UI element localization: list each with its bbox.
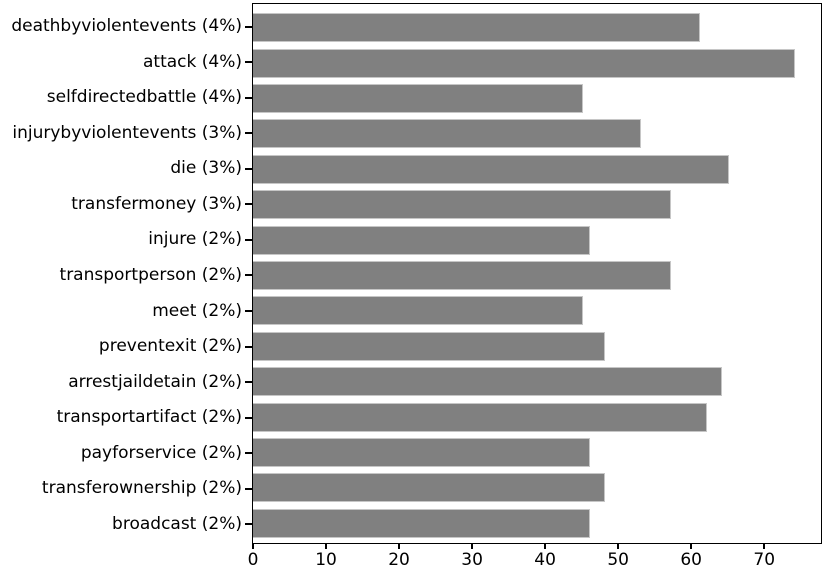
x-tick-label: 10 — [315, 550, 337, 570]
bar-row — [253, 258, 821, 293]
x-tick-label: 70 — [753, 550, 776, 570]
y-tick-mark — [245, 61, 252, 64]
bar — [253, 438, 591, 468]
bar-row — [253, 187, 821, 222]
y-tick-row — [245, 293, 252, 329]
y-tick-mark — [245, 487, 252, 490]
bar-row — [253, 435, 821, 470]
bar — [253, 190, 671, 220]
bars — [253, 4, 821, 543]
y-tick-row — [245, 258, 252, 294]
x-tick-label: 20 — [388, 550, 410, 570]
category-label: transfermoney (3%) — [71, 193, 242, 214]
bar-row — [253, 152, 821, 187]
x-tick-mark — [252, 544, 254, 549]
y-tick-row — [245, 9, 252, 45]
bar — [253, 13, 701, 43]
y-tick-mark — [245, 416, 252, 419]
bar-row — [253, 506, 821, 541]
y-tick-mark — [245, 132, 252, 135]
category-label: arrestjaildetain (2%) — [68, 371, 242, 392]
y-tick-row — [245, 471, 252, 507]
y-tick-row — [245, 364, 252, 400]
bar-row — [253, 45, 821, 80]
category-label: selfdirectedbattle (4%) — [46, 87, 242, 108]
y-tick-mark — [245, 167, 252, 170]
y-tick-row — [245, 506, 252, 542]
category-label: injurybyviolentevents (3%) — [12, 122, 242, 143]
bar-row — [253, 81, 821, 116]
x-tick-label: 30 — [461, 550, 483, 570]
x-tick-mark — [690, 544, 693, 549]
y-tick-mark — [245, 203, 252, 206]
y-tick-row — [245, 116, 252, 152]
x-tick-mark — [544, 544, 547, 549]
bar — [253, 296, 583, 326]
plot-area — [252, 3, 822, 544]
category-label: preventexit (2%) — [98, 336, 242, 357]
x-tick-label: 0 — [247, 550, 259, 570]
x-tick-label: 50 — [607, 550, 629, 570]
x-tick-label: 40 — [534, 550, 556, 570]
category-label: payforservice (2%) — [80, 442, 242, 463]
y-tick-row — [245, 329, 252, 365]
bar — [253, 261, 671, 291]
y-tick-row — [245, 435, 252, 471]
bar — [253, 119, 642, 149]
y-tick-mark — [245, 238, 252, 241]
x-tick-mark — [763, 544, 766, 549]
bar — [253, 84, 583, 114]
category-label: meet (2%) — [152, 300, 242, 321]
bar — [253, 473, 605, 503]
bar — [253, 367, 723, 397]
bar — [253, 402, 708, 432]
y-tick-row — [245, 45, 252, 81]
bar-row — [253, 399, 821, 434]
y-tick-mark — [245, 25, 252, 28]
bar — [253, 508, 591, 538]
x-axis: 0 10 20 30 40 50 60 70 — [248, 544, 819, 578]
y-tick-row — [245, 80, 252, 116]
bar-row — [253, 10, 821, 45]
category-label: deathbyviolentevents (4%) — [11, 16, 242, 37]
bar — [253, 225, 591, 255]
bar-row — [253, 293, 821, 328]
bar — [253, 154, 730, 184]
x-tick-mark — [471, 544, 474, 549]
category-label: transferownership (2%) — [41, 478, 242, 499]
x-tick-label: 60 — [680, 550, 703, 570]
y-tick-row — [245, 187, 252, 223]
y-tick-row — [245, 222, 252, 258]
y-axis-labels: deathbyviolentevents (4%) attack (4%) self… — [0, 3, 242, 544]
category-label: attack (4%) — [143, 51, 242, 72]
bar-row — [253, 116, 821, 151]
bar-row — [253, 222, 821, 257]
bar-row — [253, 329, 821, 364]
bar-row — [253, 364, 821, 399]
x-tick-mark — [617, 544, 620, 549]
category-label: die (3%) — [170, 158, 242, 179]
x-tick-mark — [398, 544, 401, 549]
y-tick-mark — [245, 381, 252, 384]
y-tick-row — [245, 151, 252, 187]
bar — [253, 48, 796, 78]
bar — [253, 331, 605, 361]
y-axis-ticks — [245, 3, 252, 544]
category-label: broadcast (2%) — [112, 513, 242, 534]
y-tick-row — [245, 400, 252, 436]
y-tick-mark — [245, 452, 252, 455]
category-label: injure (2%) — [148, 229, 242, 250]
category-label: transportartifact (2%) — [56, 407, 242, 428]
y-tick-mark — [245, 523, 252, 526]
category-label: transportperson (2%) — [59, 264, 242, 285]
bar-row — [253, 470, 821, 505]
y-tick-mark — [245, 310, 252, 313]
y-tick-mark — [245, 345, 252, 348]
x-tick-mark — [325, 544, 328, 549]
y-tick-mark — [245, 96, 252, 99]
y-tick-mark — [245, 274, 252, 277]
